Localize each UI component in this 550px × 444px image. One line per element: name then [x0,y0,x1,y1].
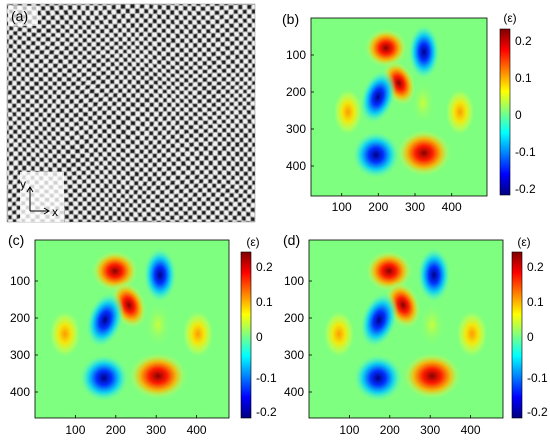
x-tick-label: 300 [420,423,440,437]
y-tick-label: 400 [284,385,304,399]
panel-b: (b) 100 200 300 400 100 200 300 400 (ε [282,11,536,214]
panel-label: (b) [282,11,299,27]
colorbar-tick: -0.2 [256,405,277,419]
inset-y-label: y [20,177,26,191]
colorbar-tick: -0.1 [256,371,277,385]
x-tick-label: 400 [461,423,481,437]
colorbar: (ε) 0.2 0.1 0 -0.1 -0.2 [511,235,548,419]
colorbar-label: (ε) [517,235,530,249]
x-axis [349,415,471,418]
y-tick-label: 200 [286,85,306,99]
colorbar-tick: 0 [515,108,522,122]
colorbar: (ε) 0.2 0.1 0 -0.1 -0.2 [240,235,277,419]
inset-x-label: x [52,205,58,219]
axes-arrow-icon [26,186,50,215]
colorbar-tick: -0.1 [527,371,548,385]
heatmap-field [49,247,214,402]
y-tick-label: 100 [284,274,304,288]
y-tick-label: 100 [10,274,30,288]
panel-label: (c) [8,232,24,248]
y-tick-label: 200 [10,311,30,325]
panel-c: (c) 100 200 300 400 100 200 300 400 (ε [8,232,277,437]
x-tick-label: 100 [65,423,85,437]
y-axis [309,280,312,393]
colorbar-label: (ε) [246,235,259,249]
y-tick-label: 400 [10,385,30,399]
colorbar-tick: 0.1 [256,295,273,309]
x-tick-label: 200 [380,423,400,437]
colorbar-tick: -0.2 [515,182,536,196]
coordinate-inset [20,172,64,222]
colorbar-tick: -0.1 [515,145,536,159]
colorbar: (ε) 0.2 0.1 0 -0.1 -0.2 [499,11,536,196]
panel-label: (d) [283,232,300,248]
colorbar-tick: 0 [527,330,534,344]
colorbar-tick: 0.2 [527,260,544,274]
colorbar-tick: -0.2 [527,405,548,419]
x-tick-label: 200 [106,423,126,437]
x-tick-label: 300 [405,200,425,214]
colorbar-tick: 0.1 [515,71,532,85]
colorbar-tick: 0.1 [527,295,544,309]
y-tick-label: 300 [284,348,304,362]
x-tick-label: 400 [187,423,207,437]
colorbar-label: (ε) [503,11,516,25]
y-axis [35,280,38,393]
x-axis [75,415,197,418]
colorbar-tick: 0.2 [515,34,532,48]
heatmap-field [323,247,488,402]
colorbar-tick: 0.2 [256,260,273,274]
x-tick-label: 400 [442,200,462,214]
y-tick-label: 200 [284,311,304,325]
y-tick-label: 100 [286,48,306,62]
colorbar-tick: 0 [256,330,263,344]
x-tick-label: 100 [339,423,359,437]
panel-label: (a) [11,8,28,24]
y-tick-label: 300 [10,348,30,362]
y-axis [311,54,314,167]
y-tick-label: 300 [286,122,306,136]
x-axis [341,193,453,196]
x-tick-label: 200 [368,200,388,214]
panel-a: y x (a) [6,3,256,223]
panel-d: (d) 100 200 300 400 100 200 300 400 (ε [283,232,548,437]
x-tick-label: 100 [332,200,352,214]
y-tick-label: 400 [286,159,306,173]
heatmap-field [333,24,475,179]
x-tick-label: 300 [146,423,166,437]
